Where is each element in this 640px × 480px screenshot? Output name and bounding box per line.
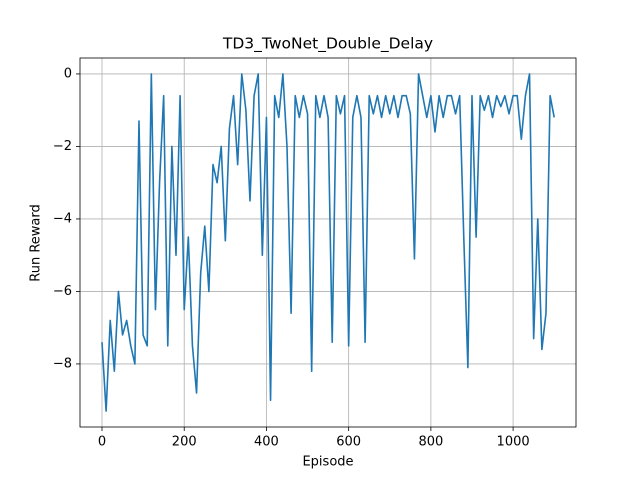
x-tick-label: 400 [254,435,279,450]
y-tick-label: −2 [53,139,72,154]
data-line [101,73,555,412]
chart-title: TD3_TwoNet_Double_Delay [222,35,433,54]
x-axis-label: Episode [302,455,353,470]
x-tick-label: 600 [336,435,361,450]
x-tick-label: 1000 [497,435,530,450]
y-tick-label: 0 [64,66,72,81]
x-tick-label: 800 [418,435,443,450]
plot-frame [79,57,577,428]
y-tick-label: −4 [53,211,72,226]
x-tick-label: 200 [172,435,197,450]
x-tick-label: 0 [98,435,106,450]
y-tick-label: −8 [53,356,72,371]
y-tick-label: −6 [53,284,72,299]
y-axis-label: Run Reward [29,204,44,281]
